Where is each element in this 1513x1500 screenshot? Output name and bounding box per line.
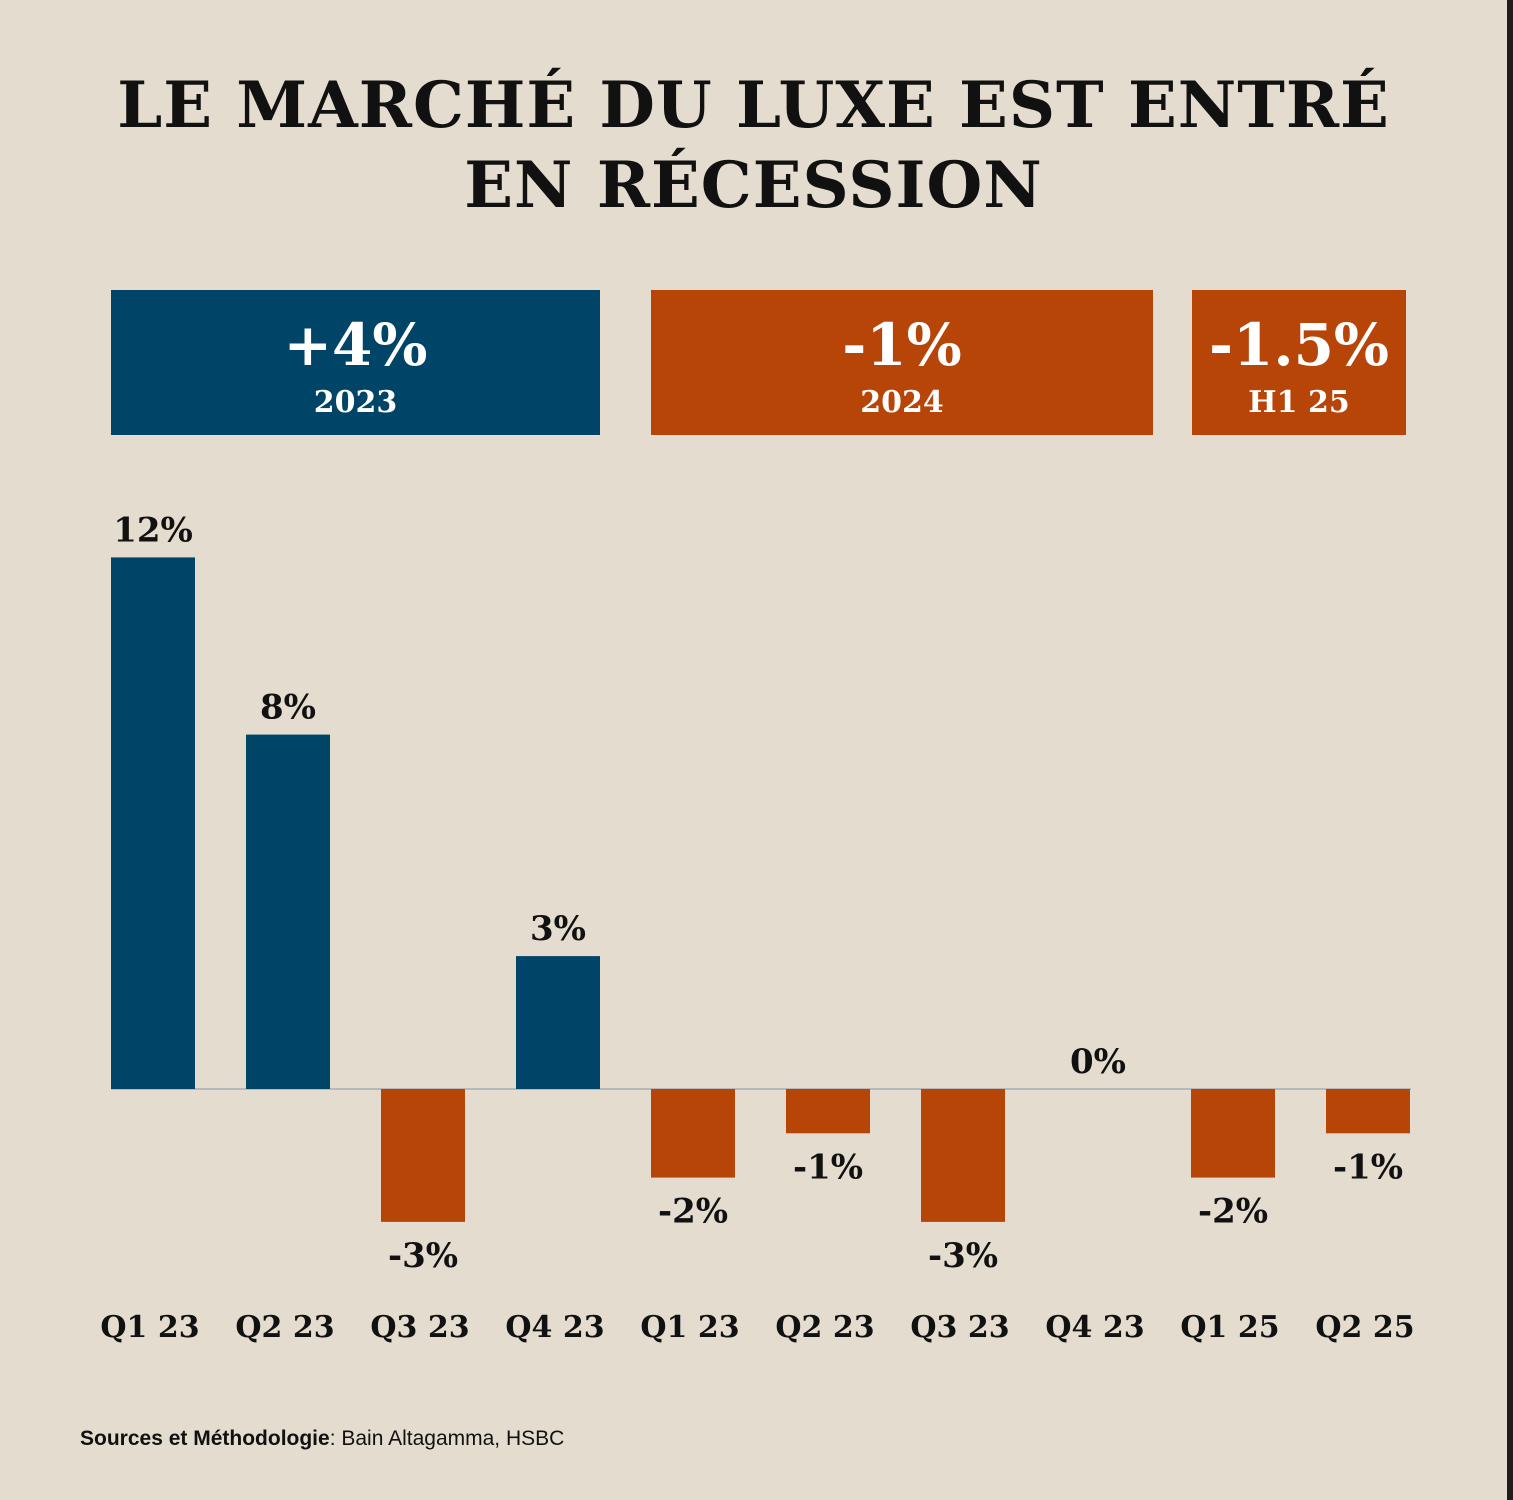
data-label-2: 8% [260,688,316,728]
category-label-6: Q2 23 [775,1310,874,1345]
title-line-1: LE MARCHÉ DU LUXE EST ENTRÉ [117,68,1390,143]
category-label-10: Q2 25 [1315,1310,1414,1345]
kpi-label: 2024 [860,385,944,420]
category-label-5: Q1 23 [640,1310,739,1345]
kpi-value: -1% [842,311,962,379]
kpi-value: +4% [283,311,428,379]
bar-4 [516,956,600,1089]
data-label-8: 0% [1070,1042,1126,1082]
data-label-10: -1% [1333,1147,1403,1187]
data-label-5: -2% [658,1192,728,1232]
bar-10 [1326,1089,1410,1134]
data-label-9: -2% [1198,1192,1268,1232]
kpi-label: H1 25 [1248,385,1350,420]
category-label-3: Q3 23 [370,1310,469,1345]
bar-6 [786,1089,870,1134]
category-label-7: Q3 23 [910,1310,1009,1345]
chart-title: LE MARCHÉ DU LUXE EST ENTRÉ EN RÉCESSION [0,66,1507,226]
sources-text: : Bain Altagamma, HSBC [329,1427,565,1450]
title-line-2: EN RÉCESSION [464,148,1043,223]
category-label-4: Q4 23 [505,1310,604,1345]
category-label-2: Q2 23 [235,1310,334,1345]
kpi-2024: -1% 2024 [651,290,1153,435]
bar-2 [246,734,330,1089]
bar-5 [651,1089,735,1178]
bar-9 [1191,1089,1275,1178]
kpi-2023: +4% 2023 [111,290,600,435]
sources-label: Sources et Méthodologie [80,1427,330,1450]
data-label-6: -1% [793,1147,863,1187]
kpi-h1-25: -1.5% H1 25 [1192,290,1406,435]
data-label-1: 12% [113,510,193,550]
kpi-value: -1.5% [1208,311,1390,379]
bar-3 [381,1089,465,1222]
bar-1 [111,557,195,1089]
data-label-7: -3% [928,1236,998,1276]
category-label-8: Q4 23 [1045,1310,1144,1345]
data-label-3: -3% [388,1236,458,1276]
category-label-9: Q1 25 [1180,1310,1279,1345]
category-label-1: Q1 23 [100,1310,199,1345]
data-label-4: 3% [530,909,586,949]
kpi-label: 2023 [313,385,398,420]
right-border [1507,0,1513,1500]
bar-7 [921,1089,1005,1222]
sources-footer: Sources et Méthodologie: Bain Altagamma,… [80,1427,564,1451]
